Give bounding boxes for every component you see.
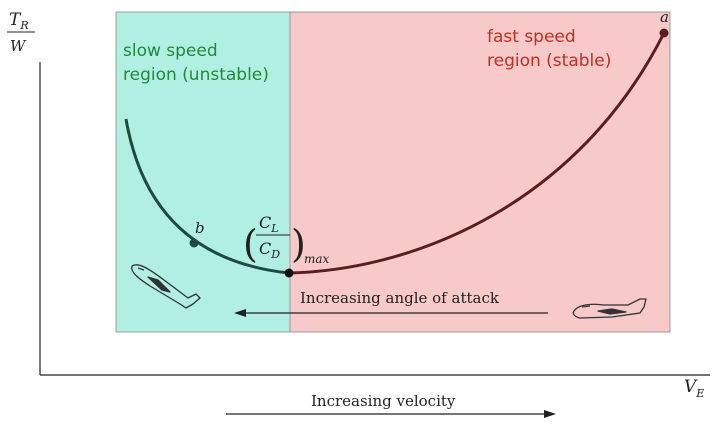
svg-text:W: W xyxy=(10,37,27,55)
angle-of-attack-label: Increasing angle of attack xyxy=(300,289,500,307)
aircraft-nose-up-icon xyxy=(131,264,201,309)
regions-border xyxy=(115,11,671,333)
svg-text:CD: CD xyxy=(259,239,280,261)
slow-region-label-line1: slow speed xyxy=(123,41,218,61)
velocity-label: Increasing velocity xyxy=(311,392,456,410)
curve-slow-segment xyxy=(124,118,290,275)
svg-text:TR: TR xyxy=(9,10,29,32)
point-a-marker xyxy=(659,28,669,38)
svg-text:): ) xyxy=(291,222,306,266)
y-axis-label: TR W xyxy=(7,10,35,55)
max-lift-drag-ratio-label: ( CL CD ) max xyxy=(243,213,330,266)
fast-region-label-line1: fast speed xyxy=(487,27,576,47)
point-b-label: b xyxy=(195,219,205,237)
min-drag-point-marker xyxy=(284,268,294,278)
velocity-arrowhead xyxy=(544,410,556,418)
svg-text:max: max xyxy=(304,252,330,266)
curve-fast-segment xyxy=(288,32,666,275)
svg-text:(: ( xyxy=(243,222,258,266)
point-a-label: a xyxy=(660,8,669,26)
aircraft-level-icon xyxy=(572,298,647,319)
slow-speed-region xyxy=(116,12,290,332)
angle-of-attack-arrowhead xyxy=(234,309,246,317)
svg-text:CL: CL xyxy=(259,213,279,235)
point-b-marker xyxy=(189,238,199,248)
slow-region-label-line2: region (unstable) xyxy=(123,65,269,85)
fast-region-label-line2: region (stable) xyxy=(487,51,611,71)
fast-speed-region xyxy=(290,12,670,332)
x-axis-label: VE xyxy=(684,377,704,400)
